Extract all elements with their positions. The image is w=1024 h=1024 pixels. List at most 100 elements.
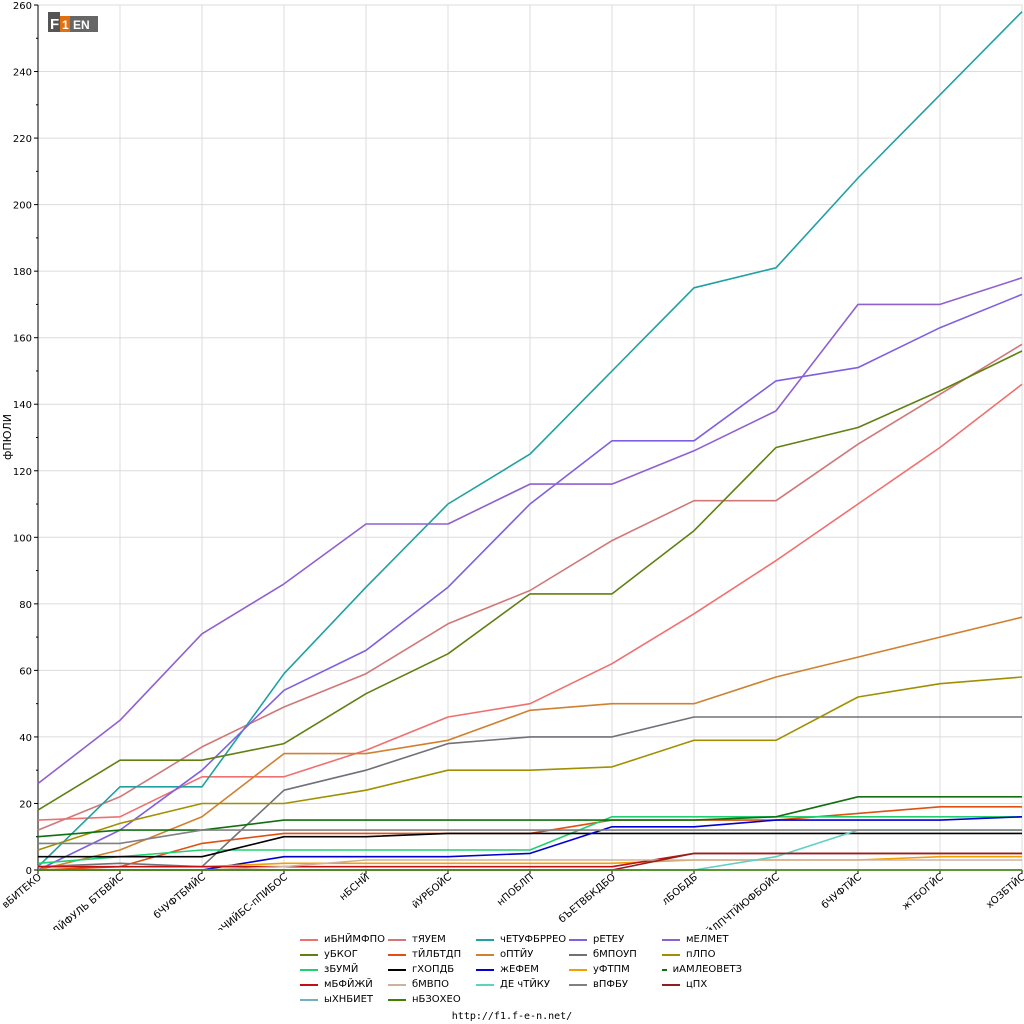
legend-label: мЕЛМЕТ: [686, 934, 729, 945]
y-tick-label: 100: [13, 533, 32, 544]
legend-item: иАМЛЕОВЕТЗ: [662, 963, 742, 976]
x-tick-label: бЧУФТБМЙС: [151, 870, 208, 921]
legend-item: гХОПДБ: [388, 963, 476, 976]
legend-swatch: [388, 953, 406, 956]
legend-label: бМВПО: [412, 979, 450, 990]
legend-label: жЕФЕМ: [500, 964, 539, 975]
series-line: [37, 616, 1023, 871]
legend-label: иАМЛЕОВЕТЗ: [672, 964, 742, 975]
legend-item: тЙЛБТДП: [388, 948, 476, 961]
series-line: [37, 343, 1023, 831]
y-tick-label: 240: [13, 68, 32, 79]
logo-block-right: [70, 16, 98, 32]
line-chart: 0 20 40 60 80 100 120 140 160 180 200 220 240 260 вБИ…: [0, 1, 1024, 930]
y-tick-label: 80: [19, 600, 32, 611]
legend-swatch: [476, 953, 494, 956]
x-tick-label: жТБОГЙС: [899, 870, 946, 912]
fen-logo-graphic: F 1 EN: [48, 12, 98, 33]
series-line: [37, 676, 1023, 851]
x-tick-label: йУРБОЙС: [409, 870, 454, 911]
y-tick-label: 40: [19, 733, 32, 744]
y-tick-label: 120: [13, 467, 32, 478]
legend-label: нБЗОХЕО: [412, 994, 461, 1005]
y-axis: 0 20 40 60 80 100 120 140 160 180 200 220 240 260: [13, 1, 39, 877]
y-tick-label: 200: [13, 201, 32, 212]
legend-swatch: [476, 983, 494, 986]
legend-item: бМПОУП: [569, 948, 662, 961]
y-tick-label: 60: [19, 666, 32, 677]
x-tick-label: хОЗБТЙС: [983, 870, 1024, 911]
legend-swatch: [569, 968, 587, 971]
legend-item: иБНЙМФПО: [300, 933, 388, 946]
fen-logo: F 1 EN: [46, 8, 100, 36]
series-line: [37, 277, 1023, 785]
footer-url[interactable]: http://f1.f-e-n.net/: [451, 1011, 573, 1022]
series-lines: [37, 11, 1023, 871]
legend-item: рЕТЕУ: [569, 933, 662, 946]
legend-label: уБКОГ: [324, 949, 358, 960]
logo-digit-1: 1: [62, 18, 69, 32]
series-line: [37, 815, 1022, 865]
legend-swatch: [662, 968, 667, 971]
legend-item: уФТПМ: [569, 963, 662, 976]
logo-letter-f: F: [50, 16, 59, 33]
legend-label: вПФБУ: [593, 979, 628, 990]
y-tick-label: 140: [13, 400, 32, 411]
legend-swatch: [388, 983, 406, 986]
legend-swatch: [300, 998, 318, 1001]
legend-item: цПХ: [662, 978, 742, 991]
legend-item: ыХНБИЕТ: [300, 993, 388, 1006]
legend-swatch: [569, 938, 587, 941]
x-tick-label: уБХДЙФУЛЬ БТБВЙС: [35, 870, 126, 930]
legend-swatch: [300, 983, 318, 986]
legend-label: уФТПМ: [593, 964, 630, 975]
y-tick-label: 260: [13, 1, 32, 12]
legend-swatch: [662, 983, 680, 986]
legend-label: тЯУЕМ: [412, 934, 446, 945]
series-line: [37, 383, 1023, 821]
legend-item: вПФБУ: [569, 978, 662, 991]
legend-item: тЯУЕМ: [388, 933, 476, 946]
legend-item: зБУМЙ: [300, 963, 388, 976]
legend-item: чЕТУФБРРЕО: [476, 933, 569, 946]
legend-swatch: [662, 938, 680, 941]
y-tick-label: 0: [26, 866, 32, 877]
y-tick-label: 180: [13, 267, 32, 278]
chart-legend: иБНЙМФПО тЯУЕМ чЕТУФБРРЕО рЕТЕУ мЕЛМЕТ уБКОГ т…: [300, 933, 760, 1006]
legend-item: ДЕ чТЙКУ: [476, 978, 569, 991]
series-line: [37, 350, 1023, 811]
logo-block-left: [48, 12, 60, 32]
legend-item: пЛПО: [662, 948, 742, 961]
legend-label: гХОПДБ: [412, 964, 455, 975]
legend-swatch: [300, 968, 318, 971]
legend-label: зБУМЙ: [324, 964, 359, 975]
legend-swatch: [300, 953, 318, 956]
y-tick-label: 20: [19, 799, 32, 810]
legend-label: бМПОУП: [593, 949, 637, 960]
legend-swatch: [388, 938, 406, 941]
x-tick-label: вБИТЕКО: [0, 872, 44, 911]
legend-swatch: [569, 953, 587, 956]
legend-item: бМВПО: [388, 978, 476, 991]
legend-swatch: [569, 983, 587, 986]
legend-item: мЕЛМЕТ: [662, 933, 742, 946]
series-line: [38, 829, 1022, 845]
legend-label: ДЕ чТЙКУ: [500, 979, 550, 990]
legend-label: иБНЙМФПО: [324, 934, 385, 945]
x-tick-label: бЧУФТЙС: [819, 870, 864, 911]
x-tick-label: лБОБДБ: [660, 872, 700, 908]
y-tick-label: 160: [13, 334, 32, 345]
legend-item: оПТЙУ: [476, 948, 569, 961]
x-tick-label: еЧИЙБС-пПИБОС: [214, 870, 290, 930]
legend-label: оПТЙУ: [500, 949, 534, 960]
series-line: [37, 11, 1023, 868]
legend-item: мБФЙЖЙ: [300, 978, 388, 991]
legend-label: тЙЛБТДП: [412, 949, 462, 960]
legend-label: мБФЙЖЙ: [324, 979, 373, 990]
legend-label: цПХ: [686, 979, 708, 990]
x-tick-label: нПОБЛП: [495, 872, 536, 909]
logo-block-mid: [60, 16, 70, 32]
legend-item: уБКОГ: [300, 948, 388, 961]
legend-swatch: [476, 938, 494, 941]
